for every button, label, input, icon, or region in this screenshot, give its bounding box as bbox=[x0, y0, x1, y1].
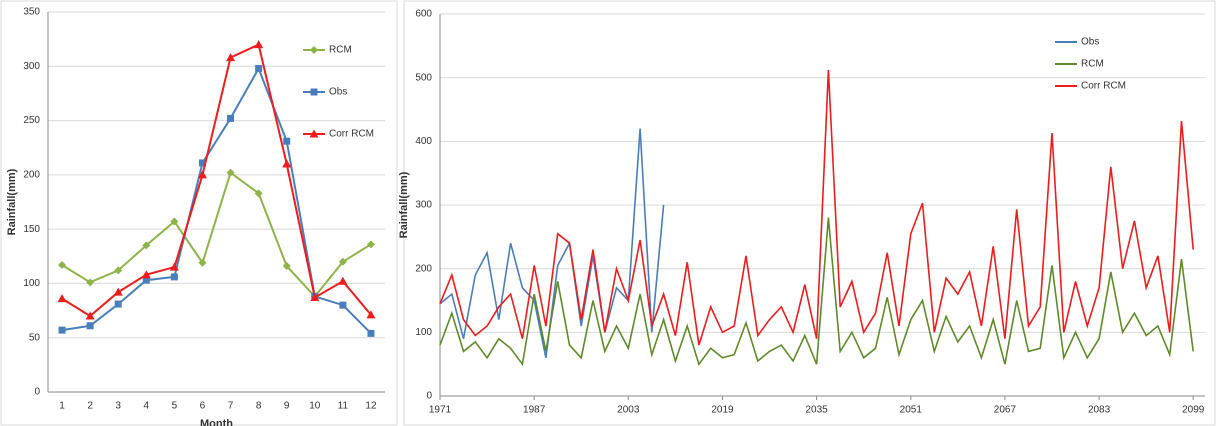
marker bbox=[142, 276, 150, 284]
marker bbox=[86, 322, 94, 330]
series-line bbox=[61, 171, 372, 299]
series-line bbox=[439, 69, 1194, 346]
left-panel bbox=[0, 0, 398, 426]
x-tick-label: 4 bbox=[144, 401, 150, 412]
right-panel bbox=[403, 0, 1216, 426]
marker bbox=[310, 46, 318, 54]
x-tick-label: 2067 bbox=[994, 405, 1017, 416]
marker bbox=[227, 114, 235, 122]
marker bbox=[309, 129, 319, 138]
x-tick-label: 9 bbox=[284, 401, 290, 412]
marker bbox=[57, 294, 67, 303]
series-line bbox=[439, 217, 1194, 367]
marker bbox=[367, 329, 375, 337]
y-tick-label: 200 bbox=[415, 263, 432, 274]
y-tick-label: 50 bbox=[29, 332, 41, 343]
legend-label: Corr RCM bbox=[329, 129, 374, 140]
marker bbox=[339, 301, 347, 309]
y-tick-label: 300 bbox=[415, 200, 432, 211]
legend-label: Obs bbox=[1081, 37, 1099, 48]
legend-label: RCM bbox=[329, 45, 352, 56]
marker bbox=[338, 257, 347, 266]
x-tick-label: 2019 bbox=[711, 405, 734, 416]
x-tick-label: 2035 bbox=[805, 405, 828, 416]
marker bbox=[283, 137, 291, 145]
x-tick-label: 11 bbox=[338, 401, 349, 412]
x-tick-label: 8 bbox=[256, 401, 262, 412]
x-tick-label: 7 bbox=[228, 401, 234, 412]
marker bbox=[226, 53, 236, 62]
y-tick-label: 0 bbox=[426, 391, 432, 402]
series-line bbox=[61, 66, 372, 335]
marker bbox=[114, 266, 123, 275]
x-tick-label: 2099 bbox=[1182, 405, 1205, 416]
marker bbox=[170, 273, 178, 281]
marker bbox=[113, 287, 123, 296]
x-tick-label: 2003 bbox=[617, 405, 640, 416]
marker bbox=[366, 240, 375, 249]
marker bbox=[366, 310, 376, 319]
legend-label: Corr RCM bbox=[1081, 81, 1126, 92]
x-tick-label: 2 bbox=[87, 401, 93, 412]
legend-label: Obs bbox=[329, 87, 347, 98]
marker bbox=[226, 168, 235, 177]
marker bbox=[141, 270, 151, 279]
x-tick-label: 1987 bbox=[523, 405, 546, 416]
marker bbox=[170, 217, 179, 226]
marker bbox=[338, 276, 348, 285]
y-tick-label: 150 bbox=[23, 224, 40, 235]
marker bbox=[114, 300, 122, 308]
y-tick-label: 250 bbox=[23, 115, 40, 126]
series-line bbox=[61, 43, 372, 318]
y-axis-label: Rainfall(mm) bbox=[6, 168, 18, 235]
y-tick-label: 0 bbox=[34, 387, 40, 398]
x-tick-label: 1971 bbox=[429, 405, 452, 416]
legend-label: RCM bbox=[1081, 59, 1104, 70]
marker bbox=[310, 88, 318, 96]
marker bbox=[86, 278, 95, 287]
x-tick-label: 3 bbox=[115, 401, 121, 412]
x-tick-label: 6 bbox=[200, 401, 206, 412]
marker bbox=[282, 262, 291, 271]
marker bbox=[282, 159, 292, 168]
x-tick-label: 10 bbox=[309, 401, 321, 412]
marker bbox=[58, 260, 67, 269]
x-tick-label: 2051 bbox=[900, 405, 923, 416]
y-tick-label: 350 bbox=[23, 7, 40, 18]
marker bbox=[58, 326, 66, 334]
x-tick-label: 5 bbox=[172, 401, 178, 412]
marker bbox=[85, 311, 95, 320]
y-tick-label: 600 bbox=[415, 9, 432, 20]
y-tick-label: 200 bbox=[23, 169, 40, 180]
x-tick-label: 2083 bbox=[1088, 405, 1111, 416]
marker bbox=[197, 170, 207, 179]
x-tick-label: 1 bbox=[59, 401, 65, 412]
marker bbox=[198, 159, 206, 167]
y-tick-label: 400 bbox=[415, 136, 432, 147]
y-tick-label: 500 bbox=[415, 72, 432, 83]
marker bbox=[142, 241, 151, 250]
x-axis-label: Month bbox=[200, 418, 233, 426]
x-tick-label: 12 bbox=[365, 401, 377, 412]
y-tick-label: 100 bbox=[415, 327, 432, 338]
marker bbox=[198, 258, 207, 267]
y-axis-label: Rainfall(mm) bbox=[398, 171, 410, 238]
marker bbox=[255, 64, 263, 72]
marker bbox=[254, 189, 263, 198]
marker bbox=[254, 40, 264, 49]
marker bbox=[310, 293, 320, 302]
y-tick-label: 300 bbox=[23, 61, 40, 72]
y-tick-label: 100 bbox=[23, 278, 40, 289]
marker bbox=[169, 262, 179, 271]
